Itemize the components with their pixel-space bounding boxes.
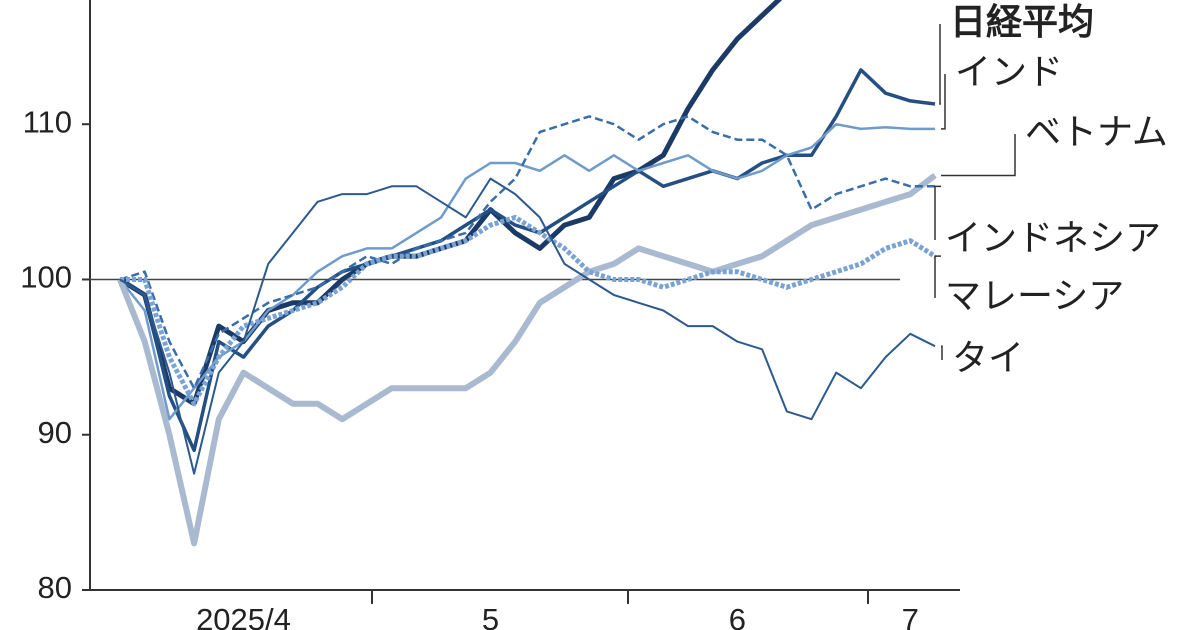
legend-label: 日経平均 [950,2,1094,43]
leader-line [941,134,1016,177]
leader-line [934,185,941,240]
leader-line [934,255,941,298]
series-line [119,177,936,475]
leader-line [939,24,941,105]
x-tick-label: 2025/4 [196,602,291,630]
legend-label: タイ [952,338,1024,379]
series-line [119,122,935,421]
series-line [119,68,936,453]
y-tick-label: 110 [23,104,72,139]
leader-line [941,345,943,360]
leader-line [941,74,946,130]
series-line [119,115,935,390]
y-tick-label: 100 [20,260,72,295]
x-tick-label: 7 [902,602,919,630]
x-tick-label: 6 [729,602,746,630]
y-tick-label: 80 [38,570,72,605]
plot-area [90,0,937,547]
series-line [117,173,937,547]
legend-label: ベトナム [1025,112,1168,153]
y-tick-label: 90 [38,415,72,450]
legend-label: インド [955,52,1063,93]
series-line [120,214,937,407]
x-tick-label: 5 [482,602,499,630]
legend-label: インドネシア [945,218,1161,259]
legend-label: マレーシア [945,276,1124,317]
